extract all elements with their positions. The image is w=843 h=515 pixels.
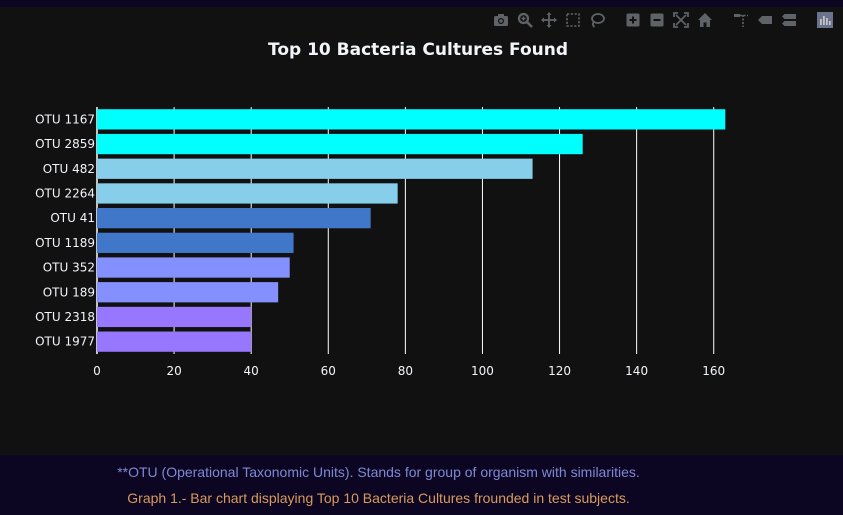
- zoom-in-icon: [626, 13, 640, 27]
- x-tick-label: 100: [471, 364, 494, 378]
- y-tick-label: OTU 2264: [35, 186, 95, 200]
- footer: **OTU (Operational Taxonomic Units). Sta…: [0, 455, 843, 515]
- pan-icon: [541, 12, 557, 28]
- bar[interactable]: [97, 158, 533, 179]
- camera-icon: [494, 14, 508, 26]
- lasso-select-icon: [591, 13, 605, 28]
- y-tick-label: OTU 1189: [35, 236, 95, 250]
- otu-footnote: **OTU (Operational Taxonomic Units). Sta…: [117, 464, 640, 480]
- x-tick-label: 40: [244, 364, 259, 378]
- y-tick-label: OTU 41: [50, 211, 95, 225]
- hover-closest-icon: [758, 16, 772, 24]
- zoom-button[interactable]: [515, 11, 535, 29]
- x-tick-label: 120: [548, 364, 571, 378]
- y-tick-label: OTU 2859: [35, 137, 95, 151]
- pan-button[interactable]: [539, 11, 559, 29]
- y-tick-label: OTU 1167: [35, 112, 95, 126]
- reset-axes-button[interactable]: [695, 11, 715, 29]
- bar[interactable]: [97, 282, 279, 303]
- y-tick-label: OTU 352: [43, 261, 95, 275]
- bar[interactable]: [97, 133, 583, 155]
- bar[interactable]: [97, 306, 252, 328]
- plotly-logo-button[interactable]: [815, 11, 835, 29]
- bar-layer: [97, 109, 726, 352]
- zoom-out-button[interactable]: [647, 11, 667, 29]
- x-tick-label: 140: [625, 364, 648, 378]
- y-tick-label: OTU 189: [43, 285, 95, 299]
- spike-lines-icon: [734, 14, 748, 27]
- chart-title: Top 10 Bacteria Cultures Found: [268, 40, 568, 60]
- plotly-logo-icon: [817, 12, 833, 28]
- plot-panel: Top 10 Bacteria Cultures Found OTU 1167 O…: [0, 7, 843, 455]
- x-tick-label: 60: [321, 364, 336, 378]
- zoom-out-icon: [650, 13, 664, 27]
- zoom-icon: [517, 12, 533, 28]
- box-select-button[interactable]: [563, 11, 583, 29]
- x-tick-label: 80: [398, 364, 413, 378]
- camera-button[interactable]: [491, 11, 511, 29]
- y-axis: OTU 1167 OTU 2859 OTU 482 OTU 2264 OTU 41 OTU…: [35, 112, 95, 348]
- x-tick-label: 0: [93, 364, 101, 378]
- bar[interactable]: [97, 257, 290, 278]
- y-tick-label: OTU 2318: [35, 310, 95, 324]
- x-tick-label: 20: [166, 364, 181, 378]
- x-tick-label: 160: [702, 364, 725, 378]
- hover-compare-icon: [782, 14, 796, 26]
- spike-lines-button[interactable]: [731, 11, 751, 29]
- graph-caption: Graph 1.- Bar chart displaying Top 10 Ba…: [127, 490, 630, 506]
- box-select-icon: [566, 13, 580, 27]
- bar[interactable]: [97, 208, 371, 229]
- zoom-in-button[interactable]: [623, 11, 643, 29]
- hover-closest-button[interactable]: [755, 11, 775, 29]
- bar[interactable]: [97, 232, 294, 253]
- bar[interactable]: [97, 109, 726, 130]
- y-tick-label: OTU 1977: [35, 335, 95, 349]
- lasso-select-button[interactable]: [587, 11, 607, 29]
- reset-axes-icon: [698, 13, 712, 27]
- autoscale-button[interactable]: [671, 11, 691, 29]
- bar[interactable]: [97, 183, 398, 204]
- autoscale-icon: [673, 12, 689, 28]
- bar[interactable]: [97, 331, 252, 352]
- y-tick-label: OTU 482: [43, 162, 95, 176]
- hover-compare-button[interactable]: [779, 11, 799, 29]
- modebar: [491, 10, 835, 30]
- x-axis: 0 20 40 60 80 100 120 140 160: [93, 364, 725, 378]
- bar-chart[interactable]: Top 10 Bacteria Cultures Found OTU 1167O…: [0, 7, 843, 455]
